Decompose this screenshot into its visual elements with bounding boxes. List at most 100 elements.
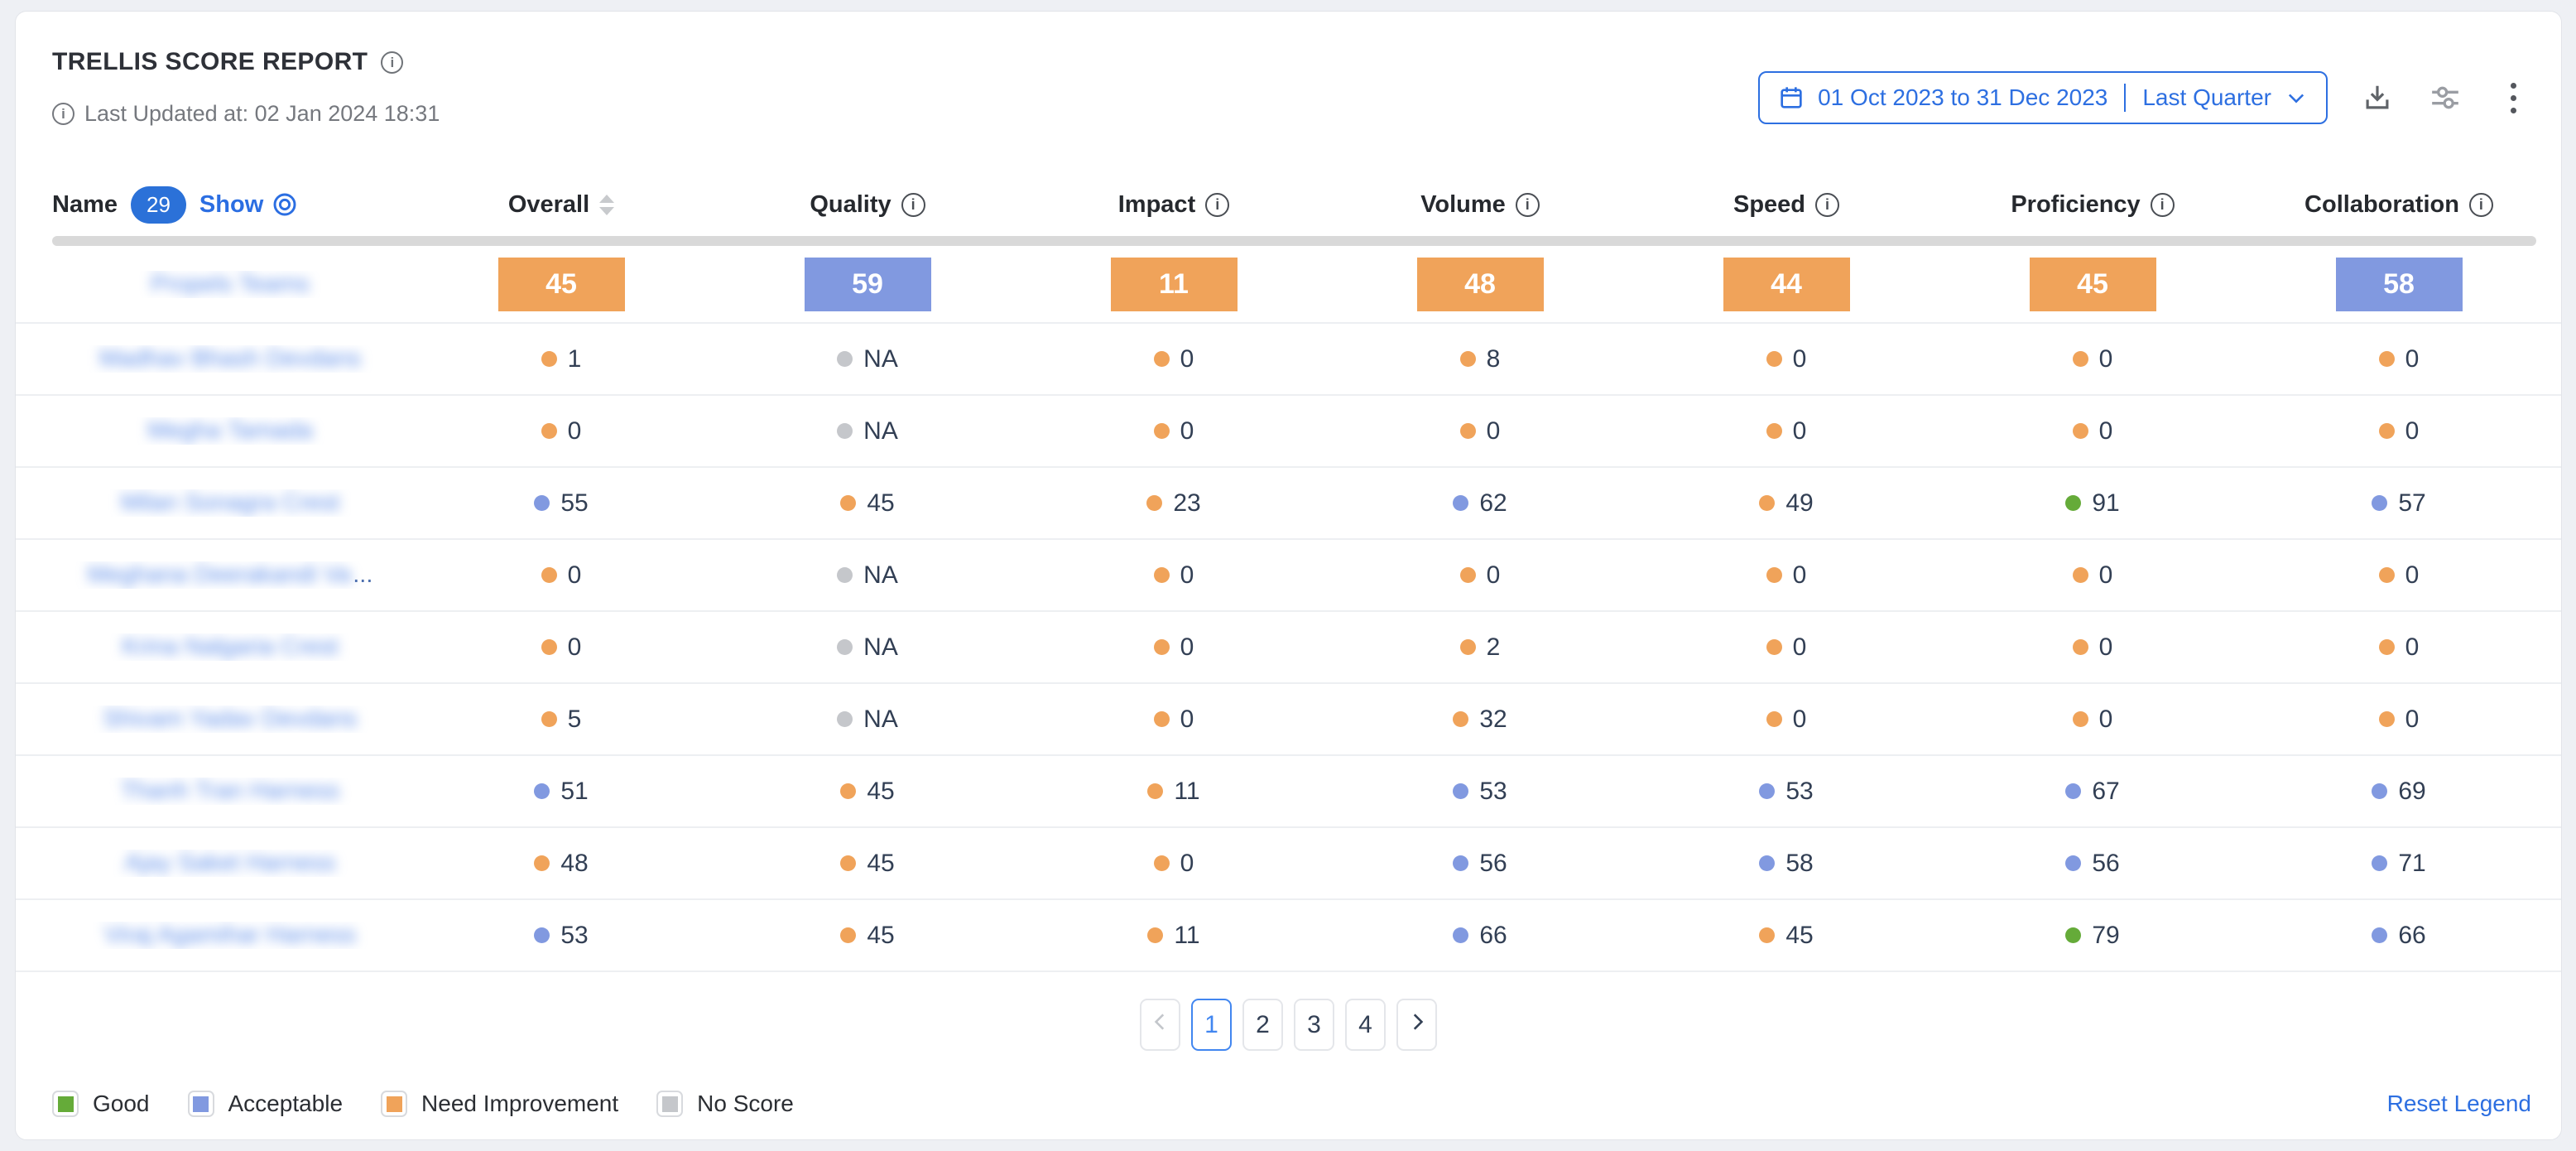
column-header-label: Impact — [1117, 190, 1196, 218]
legend-swatch — [381, 1091, 408, 1117]
pagination-page-2[interactable]: 2 — [1242, 999, 1283, 1051]
legend-item-acceptable[interactable]: Acceptable — [187, 1091, 343, 1117]
legend-swatch — [187, 1091, 214, 1117]
score-value: 0 — [1180, 849, 1194, 877]
row-name-link[interactable]: Meghana Deerakandi Va — [87, 561, 352, 588]
legend-item-need_improvement[interactable]: Need Improvement — [381, 1091, 618, 1117]
settings-button[interactable] — [2427, 79, 2463, 116]
row-name-link[interactable]: Propels Teams — [151, 270, 310, 297]
score-status-dot — [2378, 423, 2395, 439]
score-cell: 0 — [1633, 561, 1939, 590]
row-name-link[interactable]: Ajay Saket Harness — [124, 850, 336, 876]
score-status-dot — [2372, 495, 2388, 511]
score-cell: 0 — [1327, 561, 1633, 590]
column-info-icon[interactable]: i — [2468, 192, 2493, 217]
score-badge: 48 — [1416, 257, 1544, 311]
legend-item-no_score[interactable]: No Score — [656, 1091, 794, 1117]
score-status-dot — [2065, 855, 2082, 871]
score-value: 0 — [1180, 705, 1194, 733]
score-cell: 0 — [1939, 706, 2246, 734]
score-status-dot — [837, 351, 853, 367]
score-value: 0 — [567, 417, 582, 445]
show-names-button[interactable]: Show — [199, 191, 298, 219]
column-info-icon[interactable]: i — [901, 192, 925, 217]
row-name-link[interactable]: Krina Nalgaria Crest — [122, 633, 339, 660]
title-info-icon[interactable]: i — [381, 51, 404, 74]
row-name-link[interactable]: Madhav Bhash Devdans — [99, 345, 361, 372]
score-value: 45 — [867, 489, 895, 517]
column-info-icon[interactable]: i — [1205, 192, 1230, 217]
pagination-prev-button[interactable] — [1140, 999, 1180, 1051]
row-name-cell: Thanh Tran Harness — [16, 778, 408, 805]
calendar-icon — [1781, 87, 1802, 108]
score-status-dot — [1766, 351, 1782, 367]
score-cell: 0 — [408, 633, 714, 662]
row-name-link[interactable]: Megha Tamada — [147, 417, 313, 444]
score-value: 0 — [1486, 417, 1501, 445]
sort-icon[interactable] — [599, 194, 615, 215]
score-cell: 56 — [1939, 850, 2246, 878]
row-name-link[interactable]: Milan Sonagra Crest — [120, 489, 340, 516]
column-header-proficiency[interactable]: Proficiency i — [1939, 191, 2246, 219]
table-row: Milan Sonagra Crest 55 45 23 62 49 91 57 — [16, 468, 2561, 540]
table-row: Shivam Yadav Devdans 5 NA 0 32 0 0 0 — [16, 684, 2561, 756]
row-name-link[interactable]: Shivam Yadav Devdans — [103, 706, 358, 732]
score-status-dot — [1759, 783, 1776, 799]
column-header-impact[interactable]: Impact i — [1021, 191, 1327, 219]
score-cell: 45 — [1633, 922, 1939, 950]
column-header-quality[interactable]: Quality i — [714, 191, 1021, 219]
score-value: 32 — [1479, 705, 1507, 733]
page-title: TRELLIS SCORE REPORT — [52, 48, 368, 75]
column-header-speed[interactable]: Speed i — [1633, 191, 1939, 219]
score-status-dot — [2378, 351, 2395, 367]
score-badge: 45 — [2029, 257, 2156, 311]
score-value: 8 — [1486, 344, 1501, 373]
pagination-page-3[interactable]: 3 — [1294, 999, 1334, 1051]
score-cell: 53 — [1327, 778, 1633, 806]
score-cell: 0 — [1939, 561, 2246, 590]
legend-item-good[interactable]: Good — [52, 1091, 150, 1117]
score-status-dot — [1459, 351, 1476, 367]
column-info-icon[interactable]: i — [2150, 192, 2175, 217]
pagination-page-1[interactable]: 1 — [1191, 999, 1232, 1051]
row-name-link[interactable]: Viraj Agamihar Harness — [103, 922, 357, 948]
date-range-picker[interactable]: 01 Oct 2023 to 31 Dec 2023 Last Quarter — [1758, 71, 2328, 124]
score-value: 62 — [1479, 489, 1507, 517]
score-status-dot — [1153, 639, 1170, 655]
score-cell: 11 — [1021, 257, 1327, 311]
column-info-icon[interactable]: i — [1815, 192, 1840, 217]
horizontal-scrollbar[interactable] — [52, 236, 2536, 246]
table-row: Propels Teams 45 59 11 48 44 45 58 — [16, 246, 2561, 324]
score-value: 66 — [1479, 921, 1507, 949]
score-value: 55 — [560, 489, 589, 517]
score-status-dot — [1766, 567, 1782, 583]
score-cell: 45 — [714, 778, 1021, 806]
row-name-cell: Krina Nalgaria Crest — [16, 633, 408, 661]
score-value: 0 — [2405, 561, 2420, 589]
reset-legend-link[interactable]: Reset Legend — [2386, 1091, 2531, 1116]
download-button[interactable] — [2359, 79, 2396, 116]
column-header-overall[interactable]: Overall — [408, 191, 714, 219]
row-name-link[interactable]: Thanh Tran Harness — [120, 778, 340, 804]
score-cell: 56 — [1327, 850, 1633, 878]
last-updated-info-icon[interactable]: i — [52, 103, 74, 125]
score-value: NA — [863, 561, 898, 589]
pagination-page-4[interactable]: 4 — [1345, 999, 1386, 1051]
table-row: Megha Tamada 0 NA 0 0 0 0 0 — [16, 396, 2561, 468]
score-status-dot — [2372, 855, 2388, 871]
score-status-dot — [541, 351, 557, 367]
column-info-icon[interactable]: i — [1515, 192, 1540, 217]
column-header-collaboration[interactable]: Collaboration i — [2246, 191, 2552, 219]
pagination-next-button[interactable] — [1396, 999, 1437, 1051]
more-options-button[interactable] — [2495, 79, 2531, 116]
table-body: Propels Teams 45 59 11 48 44 45 58 Madhav Bhash … — [16, 246, 2561, 972]
date-preset-text: Last Quarter — [2142, 84, 2271, 110]
column-header-volume[interactable]: Volume i — [1327, 191, 1633, 219]
score-status-dot — [1153, 423, 1170, 439]
score-cell: 0 — [2246, 345, 2552, 373]
score-cell: 32 — [1327, 706, 1633, 734]
score-cell: 45 — [714, 922, 1021, 950]
score-cell: 49 — [1633, 489, 1939, 518]
score-value: 91 — [2092, 489, 2120, 517]
